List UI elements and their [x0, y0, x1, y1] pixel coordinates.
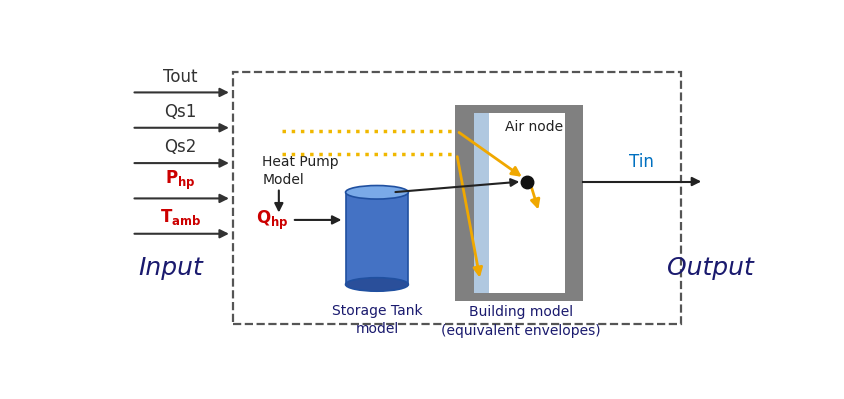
FancyBboxPatch shape — [473, 113, 490, 293]
Text: Input: Input — [138, 255, 203, 280]
Text: Heat Pump
Model: Heat Pump Model — [262, 154, 339, 187]
Text: Output: Output — [667, 255, 754, 280]
FancyBboxPatch shape — [456, 105, 583, 301]
FancyBboxPatch shape — [490, 113, 565, 293]
Text: $\mathbf{T_{amb}}$: $\mathbf{T_{amb}}$ — [160, 207, 202, 227]
Text: Qs1: Qs1 — [165, 103, 197, 121]
Ellipse shape — [345, 278, 408, 291]
Text: Qs2: Qs2 — [165, 138, 197, 156]
Ellipse shape — [345, 186, 408, 199]
Text: Air node: Air node — [505, 120, 563, 134]
Text: $\mathbf{Q_{hp}}$: $\mathbf{Q_{hp}}$ — [256, 208, 289, 231]
Text: Storage Tank
model: Storage Tank model — [332, 304, 422, 336]
Text: Building model
(equivalent envelopes): Building model (equivalent envelopes) — [441, 305, 601, 338]
Text: $\mathbf{P_{hp}}$: $\mathbf{P_{hp}}$ — [165, 168, 196, 192]
Polygon shape — [345, 192, 408, 284]
Text: Tout: Tout — [164, 68, 198, 86]
Text: Tin: Tin — [629, 153, 653, 171]
